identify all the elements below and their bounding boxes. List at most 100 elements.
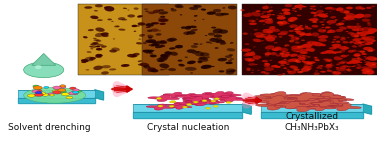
Ellipse shape <box>296 27 301 29</box>
Circle shape <box>53 86 61 89</box>
Ellipse shape <box>346 7 353 9</box>
Ellipse shape <box>367 50 373 52</box>
Ellipse shape <box>347 15 355 19</box>
Circle shape <box>73 92 78 95</box>
Ellipse shape <box>284 44 290 46</box>
Ellipse shape <box>368 28 378 33</box>
Ellipse shape <box>248 59 252 61</box>
Circle shape <box>61 93 69 96</box>
Ellipse shape <box>250 60 254 61</box>
Ellipse shape <box>285 12 290 14</box>
Ellipse shape <box>262 60 268 62</box>
Ellipse shape <box>178 60 183 62</box>
Ellipse shape <box>344 46 346 47</box>
Ellipse shape <box>301 67 310 72</box>
Ellipse shape <box>364 36 375 40</box>
Ellipse shape <box>344 17 354 20</box>
Ellipse shape <box>245 52 256 56</box>
Ellipse shape <box>360 34 366 36</box>
Ellipse shape <box>252 70 254 71</box>
Ellipse shape <box>372 40 376 41</box>
Ellipse shape <box>157 60 164 62</box>
Circle shape <box>53 90 61 93</box>
Ellipse shape <box>353 41 363 44</box>
Ellipse shape <box>190 72 193 74</box>
Ellipse shape <box>278 61 287 64</box>
Ellipse shape <box>349 41 353 43</box>
Ellipse shape <box>302 6 307 7</box>
Ellipse shape <box>199 56 208 60</box>
Ellipse shape <box>370 62 377 65</box>
Polygon shape <box>146 104 175 110</box>
Polygon shape <box>287 96 325 104</box>
Ellipse shape <box>143 65 151 69</box>
Ellipse shape <box>360 35 366 37</box>
Ellipse shape <box>348 32 354 34</box>
Ellipse shape <box>354 53 361 56</box>
Ellipse shape <box>270 37 272 38</box>
Ellipse shape <box>138 60 142 62</box>
Ellipse shape <box>153 22 159 24</box>
Circle shape <box>28 94 36 97</box>
Ellipse shape <box>262 32 265 33</box>
Ellipse shape <box>343 47 349 49</box>
Ellipse shape <box>350 41 354 43</box>
Ellipse shape <box>138 64 143 66</box>
Ellipse shape <box>325 7 333 10</box>
Ellipse shape <box>164 51 171 54</box>
Polygon shape <box>307 104 336 111</box>
Ellipse shape <box>354 15 362 18</box>
Ellipse shape <box>95 56 102 58</box>
Ellipse shape <box>303 61 309 63</box>
Ellipse shape <box>301 40 305 41</box>
Ellipse shape <box>261 34 267 36</box>
Circle shape <box>37 89 42 92</box>
Text: Crystallized
CH₃NH₃PbX₃: Crystallized CH₃NH₃PbX₃ <box>284 112 339 132</box>
Circle shape <box>171 101 176 103</box>
Ellipse shape <box>146 53 148 54</box>
Ellipse shape <box>266 63 268 64</box>
Ellipse shape <box>96 40 101 42</box>
Ellipse shape <box>300 49 309 52</box>
Ellipse shape <box>280 53 284 55</box>
Ellipse shape <box>323 19 326 20</box>
Ellipse shape <box>356 58 361 59</box>
Polygon shape <box>307 92 345 101</box>
Ellipse shape <box>260 15 270 18</box>
Ellipse shape <box>261 13 264 14</box>
Ellipse shape <box>354 14 364 18</box>
Polygon shape <box>148 95 180 102</box>
Ellipse shape <box>118 17 125 20</box>
Circle shape <box>214 98 220 100</box>
Ellipse shape <box>289 24 298 28</box>
Ellipse shape <box>148 11 155 14</box>
Ellipse shape <box>262 40 264 41</box>
Ellipse shape <box>84 6 92 9</box>
Polygon shape <box>205 91 232 97</box>
Ellipse shape <box>357 50 362 52</box>
Ellipse shape <box>127 54 136 57</box>
Ellipse shape <box>297 56 301 57</box>
Ellipse shape <box>351 33 359 38</box>
Ellipse shape <box>159 56 168 60</box>
Ellipse shape <box>342 41 349 43</box>
Ellipse shape <box>210 43 212 44</box>
Ellipse shape <box>154 43 160 46</box>
Ellipse shape <box>342 65 348 67</box>
Circle shape <box>53 90 62 94</box>
Ellipse shape <box>146 26 151 28</box>
Ellipse shape <box>274 42 278 43</box>
Ellipse shape <box>94 39 99 41</box>
Ellipse shape <box>102 34 109 37</box>
Ellipse shape <box>357 58 363 61</box>
Circle shape <box>48 93 54 95</box>
Ellipse shape <box>90 43 97 46</box>
Ellipse shape <box>282 73 285 75</box>
Ellipse shape <box>171 8 174 9</box>
Ellipse shape <box>245 43 249 45</box>
Ellipse shape <box>327 20 336 24</box>
Ellipse shape <box>297 15 302 16</box>
Ellipse shape <box>299 36 302 37</box>
Ellipse shape <box>272 29 280 32</box>
Polygon shape <box>296 93 330 101</box>
